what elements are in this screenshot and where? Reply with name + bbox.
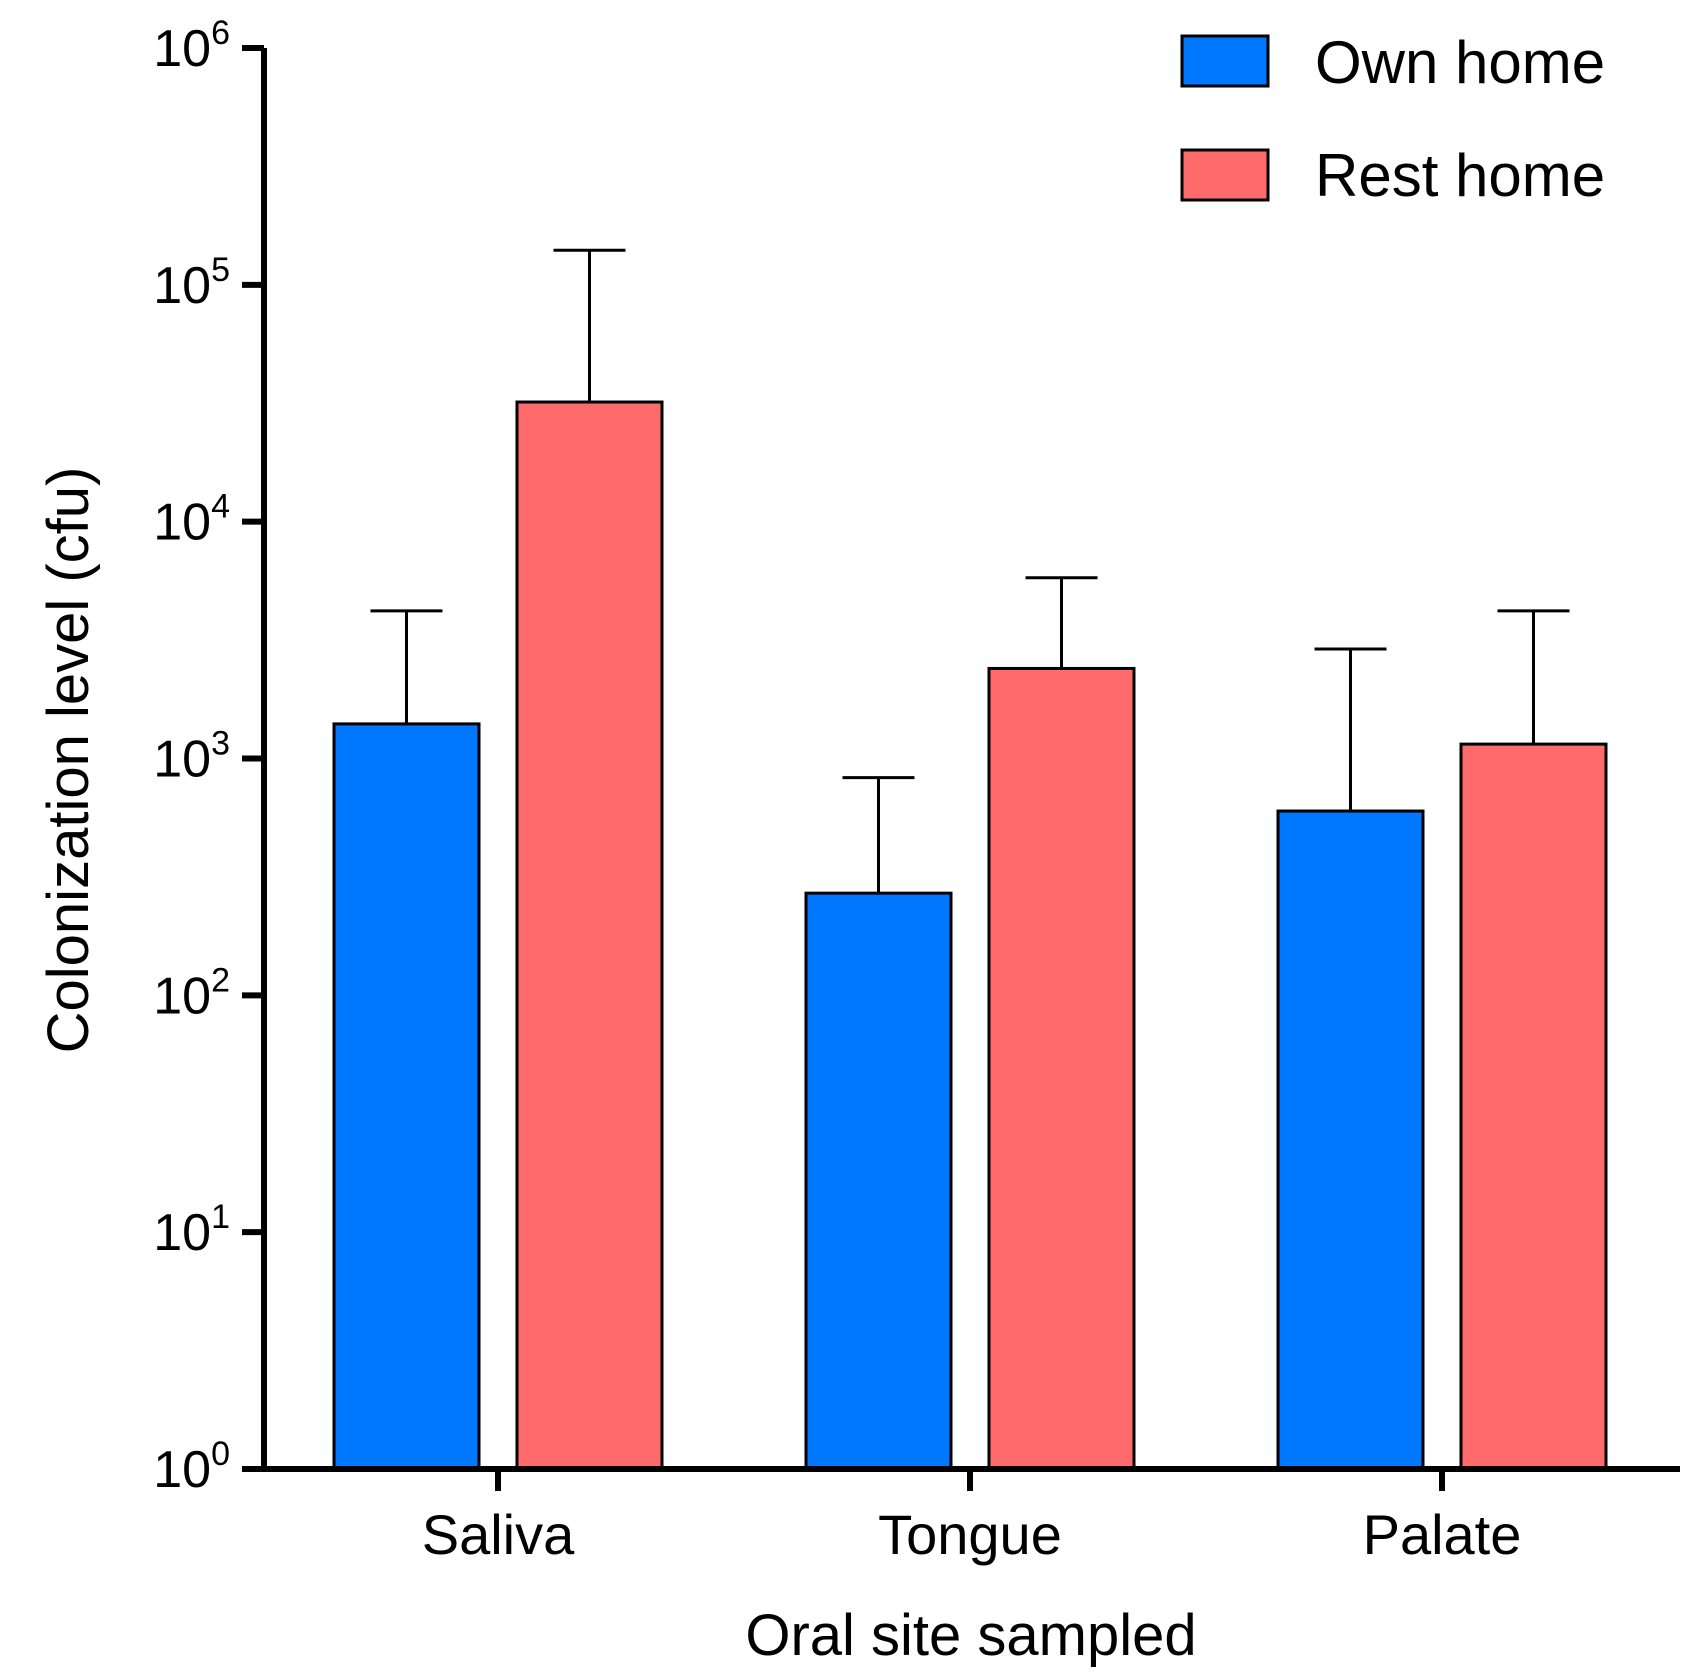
x-tick-label-palate: Palate (1363, 1503, 1522, 1566)
y-tick-label-2: 102 (153, 961, 230, 1025)
y-axis-title: Colonization level (cfu) (36, 467, 101, 1054)
y-tick-base-4: 10 (153, 494, 211, 552)
bar-palate-own-home (1276, 809, 1425, 1471)
x-tick-label-tongue: Tongue (878, 1503, 1062, 1566)
y-tick-label-5: 105 (153, 251, 230, 315)
y-tick-base-3: 10 (153, 731, 211, 789)
y-tick-label-1: 101 (153, 1198, 230, 1262)
x-tick-label-saliva: Saliva (422, 1503, 575, 1566)
legend-label-own-home: Own home (1315, 29, 1605, 96)
y-tick-base-1: 10 (153, 1204, 211, 1262)
bar-saliva-own-home (332, 722, 481, 1471)
legend: Own home Rest home (1180, 29, 1605, 209)
y-tick-base-5: 10 (153, 257, 211, 315)
y-tick-exponent-6: 6 (211, 14, 230, 52)
bar-palate-rest-home (1459, 742, 1608, 1471)
bar-tongue-own-home (804, 891, 953, 1471)
bars-layer (332, 248, 1608, 1471)
y-tick-exponent-1: 1 (211, 1198, 230, 1236)
bar-saliva-rest-home (515, 400, 664, 1471)
bar-tongue-rest-home (987, 666, 1136, 1471)
y-tick-exponent-3: 3 (211, 725, 230, 763)
x-ticks: Saliva Tongue Palate (422, 1469, 1522, 1566)
y-tick-label-6: 106 (153, 14, 230, 78)
legend-swatch-own-home (1180, 34, 1270, 88)
y-tick-base-2: 10 (153, 967, 211, 1025)
y-tick-exponent-4: 4 (211, 488, 230, 526)
legend-swatch-rest-home (1180, 148, 1270, 202)
y-tick-exponent-2: 2 (211, 961, 230, 999)
legend-label-rest-home: Rest home (1315, 142, 1605, 209)
x-axis-title: Oral site sampled (745, 1603, 1196, 1668)
y-tick-exponent-5: 5 (211, 251, 230, 289)
y-tick-base-6: 10 (153, 20, 211, 78)
y-tick-exponent-0: 0 (211, 1435, 230, 1473)
y-tick-label-4: 104 (153, 488, 230, 552)
y-tick-base-0: 10 (153, 1441, 211, 1499)
y-tick-label-0: 100 (153, 1435, 230, 1499)
y-tick-label-3: 103 (153, 725, 230, 789)
